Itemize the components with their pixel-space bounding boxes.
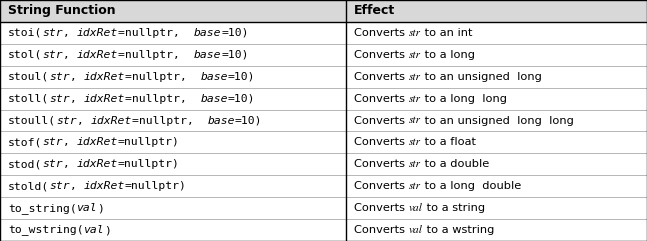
Text: ): ) (98, 203, 104, 213)
Text: to an unsigned  long: to an unsigned long (421, 72, 542, 82)
Text: String Function: String Function (8, 4, 116, 17)
Text: base: base (201, 94, 228, 104)
Text: to a double: to a double (421, 159, 489, 169)
Text: =nullptr,: =nullptr, (125, 94, 201, 104)
Text: base: base (193, 28, 221, 38)
Text: str: str (49, 94, 70, 104)
Text: Converts: Converts (354, 115, 409, 126)
Text: to a wstring: to a wstring (422, 225, 494, 235)
Text: =nullptr,: =nullptr, (118, 28, 193, 38)
Text: to_wstring(: to_wstring( (8, 225, 83, 235)
Text: str: str (409, 28, 421, 38)
Text: str: str (409, 181, 421, 191)
Text: to a string: to a string (422, 203, 485, 213)
Text: stoll(: stoll( (8, 94, 49, 104)
Text: to an unsigned  long  long: to an unsigned long long (421, 115, 573, 126)
Text: base: base (201, 72, 228, 82)
Text: val: val (409, 225, 422, 235)
Text: idxRet: idxRet (83, 94, 125, 104)
Text: =nullptr,: =nullptr, (132, 115, 208, 126)
Text: ,: , (63, 28, 77, 38)
Text: stoull(: stoull( (8, 115, 56, 126)
Text: str: str (42, 137, 63, 147)
Text: stoul(: stoul( (8, 72, 49, 82)
Bar (0, 0, 647, 22)
Text: str: str (409, 72, 421, 82)
Text: =nullptr): =nullptr) (118, 137, 180, 147)
Text: str: str (409, 159, 421, 169)
Text: =10): =10) (235, 115, 263, 126)
Text: base: base (193, 50, 221, 60)
Text: idxRet: idxRet (77, 137, 118, 147)
Text: idxRet: idxRet (77, 159, 118, 169)
Text: val: val (83, 225, 104, 235)
Text: =10): =10) (221, 28, 248, 38)
Text: ,: , (63, 159, 77, 169)
Text: Converts: Converts (354, 225, 409, 235)
Text: idxRet: idxRet (91, 115, 132, 126)
Text: Effect: Effect (354, 4, 395, 17)
Text: str: str (409, 94, 421, 104)
Text: ,: , (70, 181, 83, 191)
Text: Converts: Converts (354, 203, 409, 213)
Text: str: str (42, 50, 63, 60)
Text: str: str (49, 181, 70, 191)
Text: stold(: stold( (8, 181, 49, 191)
Text: stoi(: stoi( (8, 28, 42, 38)
Text: to a float: to a float (421, 137, 476, 147)
Text: str: str (409, 137, 421, 147)
Text: to a long  double: to a long double (421, 181, 521, 191)
Text: ): ) (104, 225, 111, 235)
Text: idxRet: idxRet (83, 72, 125, 82)
Text: stof(: stof( (8, 137, 42, 147)
Text: =10): =10) (221, 50, 248, 60)
Text: ,: , (70, 94, 83, 104)
Text: stol(: stol( (8, 50, 42, 60)
Text: =nullptr): =nullptr) (125, 181, 187, 191)
Text: ,: , (77, 115, 91, 126)
Text: Converts: Converts (354, 159, 409, 169)
Text: ,: , (63, 137, 77, 147)
Text: idxRet: idxRet (83, 181, 125, 191)
Text: str: str (409, 115, 421, 126)
Text: ,: , (63, 50, 77, 60)
Text: str: str (42, 159, 63, 169)
Text: =nullptr): =nullptr) (118, 159, 180, 169)
Text: base: base (208, 115, 235, 126)
Text: idxRet: idxRet (77, 50, 118, 60)
Text: Converts: Converts (354, 181, 409, 191)
Text: =10): =10) (228, 94, 256, 104)
Text: Converts: Converts (354, 72, 409, 82)
Text: to a long: to a long (421, 50, 475, 60)
Text: =nullptr,: =nullptr, (118, 50, 193, 60)
Text: idxRet: idxRet (77, 28, 118, 38)
Text: val: val (77, 203, 98, 213)
Text: str: str (56, 115, 77, 126)
Text: val: val (409, 203, 422, 213)
Text: =nullptr,: =nullptr, (125, 72, 201, 82)
Text: str: str (49, 72, 70, 82)
Text: to_string(: to_string( (8, 203, 77, 214)
Text: stod(: stod( (8, 159, 42, 169)
Text: to an int: to an int (421, 28, 472, 38)
Text: ,: , (70, 72, 83, 82)
Text: str: str (409, 50, 421, 60)
Text: Converts: Converts (354, 50, 409, 60)
Text: to a long  long: to a long long (421, 94, 507, 104)
Text: str: str (42, 28, 63, 38)
Text: Converts: Converts (354, 137, 409, 147)
Text: =10): =10) (228, 72, 256, 82)
Text: Converts: Converts (354, 28, 409, 38)
Text: Converts: Converts (354, 94, 409, 104)
